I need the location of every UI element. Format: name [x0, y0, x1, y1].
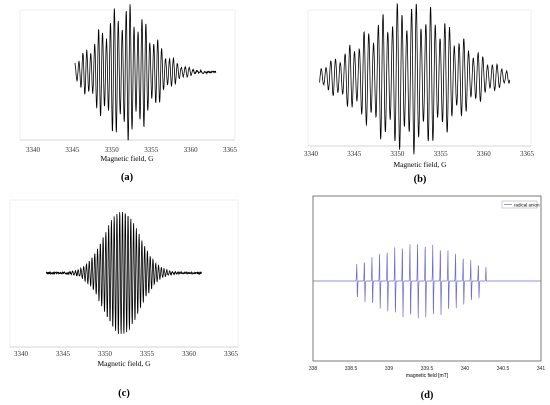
panel-b-spectrum-trace: [319, 2, 511, 155]
panel-d-caption: (d): [421, 390, 434, 401]
panel-a-caption: (a): [121, 172, 134, 183]
panel-c: 3340 3345 3350 3355 3360 3365 Magnetic field,…: [9, 199, 239, 399]
panel-c-x-tick-5: 3365: [224, 350, 239, 358]
panel-d-spectrum-trace: [313, 244, 541, 319]
panel-a-x-tick-4: 3360: [184, 146, 199, 154]
panel-d: radical anion 338 338.5 339 339.5 340 340.5 34…: [309, 195, 546, 401]
panel-d-x-tick-2: 339: [385, 366, 394, 372]
panel-b-x-tick-3: 3355: [434, 150, 449, 158]
panel-a-x-axis-label: Magnetic field, G: [100, 154, 154, 163]
panel-d-x-tick-5: 340.5: [497, 366, 510, 372]
panel-c-x-tick-1: 3345: [56, 350, 71, 358]
panel-d-x-tick-labels: 338 338.5 339 339.5 340 340.5 341: [309, 366, 546, 372]
panel-a-x-tick-2: 3350: [105, 146, 120, 154]
panel-b-x-tick-2: 3350: [390, 150, 405, 158]
panel-c-x-axis-label: Magnetic field, G: [97, 359, 151, 368]
panel-b-x-tick-5: 3365: [520, 150, 535, 158]
panel-a-x-tick-labels: 3340 3345 3350 3355 3360 3365: [26, 146, 238, 154]
panel-c-caption: (c): [118, 388, 130, 399]
panel-d-legend: radical anion: [501, 200, 540, 209]
panel-a-x-tick-0: 3340: [26, 146, 41, 154]
panel-b-x-axis-label: Magnetic field, G: [393, 160, 447, 169]
panel-b-x-tick-labels: 3340 3345 3350 3355 3360 3365: [304, 150, 535, 158]
panel-c-x-tick-3: 3355: [140, 350, 155, 358]
panel-d-legend-label: radical anion: [514, 202, 540, 207]
panel-d-x-tick-3: 339.5: [421, 366, 434, 372]
panel-a-x-tick-3: 3355: [144, 146, 159, 154]
panel-d-x-tick-6: 341: [537, 366, 546, 372]
panel-b-caption: (b): [414, 174, 427, 185]
panel-b-x-tick-0: 3340: [304, 150, 319, 158]
panel-c-x-tick-0: 3340: [14, 350, 29, 358]
panel-b-x-tick-1: 3345: [347, 150, 362, 158]
panel-a-x-tick-5: 3365: [223, 146, 238, 154]
panel-c-x-tick-4: 3360: [182, 350, 197, 358]
panel-d-x-tick-0: 338: [309, 366, 318, 372]
panel-a-x-tick-1: 3345: [65, 146, 80, 154]
panel-d-x-tick-1: 338.5: [345, 366, 358, 372]
panel-c-x-tick-labels: 3340 3345 3350 3355 3360 3365: [14, 350, 239, 358]
panel-c-x-tick-2: 3350: [98, 350, 113, 358]
panel-b: 3340 3345 3350 3355 3360 3365 Magnetic field,…: [304, 2, 535, 185]
panel-b-x-tick-4: 3360: [477, 150, 492, 158]
panel-d-x-tick-4: 340: [461, 366, 470, 372]
panel-d-legend-box: [501, 200, 538, 209]
panel-c-spectrum-trace: [45, 211, 202, 334]
panel-d-axes-box: [312, 195, 542, 362]
panel-a-spectrum-trace: [74, 4, 217, 141]
panel-a: 3340 3345 3350 3355 3360 3365 Magnetic field,…: [19, 4, 238, 183]
panel-d-x-axis-label: magnetic field [mT]: [406, 373, 449, 379]
